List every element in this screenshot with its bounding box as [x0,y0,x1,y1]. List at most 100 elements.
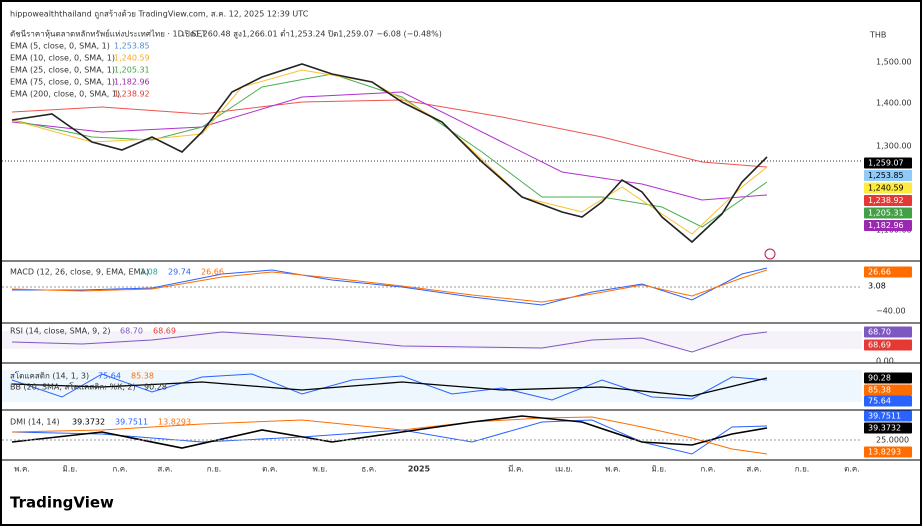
price-tag-label: 26.66 [868,268,891,277]
pane-title: DMI (14, 14) [10,418,60,427]
bb-basis [11,377,768,397]
price-axis-label: 1,400.00 [876,99,912,108]
time-label: ธ.ค. [361,465,376,474]
ema25 [11,73,768,228]
signal-line [11,269,768,303]
price-tag [864,410,912,422]
price-axis-label: 1,300.00 [876,142,912,151]
price-tag-label: 3.08 [868,282,886,291]
price-tag-label: 85.38 [868,386,891,395]
price-tag [864,339,912,351]
indicator-name: EMA (10, close, 0, SMA, 1) [10,54,115,63]
time-label: ก.ย. [207,465,222,474]
indicator-value: 1,238.92 [114,90,150,99]
indicator-name: EMA (5, close, 0, SMA, 1) [10,42,110,51]
time-label: มิ.ย. [651,465,666,474]
price-tag-label: 68.69 [868,341,891,350]
pane-value: 68.69 [153,327,176,336]
price-tag-label: 1,238.92 [868,196,904,205]
price-axis-label: 1,500.00 [876,58,912,67]
price-tag-label: 39.7511 [868,412,901,421]
price-tag [864,384,912,396]
time-label: ต.ค. [262,465,278,474]
axis-label: 25.0000 [876,436,909,445]
price-tag-label: 13.8293 [868,448,901,457]
pane-title: MACD (12, 26, close, 9, EMA, EMA) [10,268,149,277]
pane-value: 39.7511 [115,418,148,427]
bb-band [2,370,862,402]
price-tag [864,170,912,181]
time-label: ก.ค. [700,465,715,474]
price-tag [864,395,912,407]
pane-value: 75.64 [98,372,121,381]
time-label: พ.ค. [14,465,30,474]
pane-value: 13.8293 [158,418,191,427]
price-tag-label: 68.70 [868,328,891,337]
price-tag-label: 1,205.31 [868,209,904,218]
price-tag-label: 1,253.85 [868,171,904,180]
pane-value: 3.08 [140,268,158,277]
time-label: มิ.ย. [62,465,77,474]
time-label: 2025 [408,465,431,474]
price-tag [864,195,912,206]
time-label: ส.ค. [746,465,761,474]
price-tag [864,182,912,194]
price-tag [864,372,912,384]
axis-label: 0.00 [876,357,894,366]
logo: TradingView [10,494,114,512]
price-tag [864,266,912,278]
time-label: มี.ค. [508,465,524,474]
indicator-value: 1,205.31 [114,66,150,75]
price-tag-label: 39.3732 [868,424,901,433]
pane-value: 26.66 [201,268,224,277]
price-tag [864,207,912,219]
stoch-k [11,373,768,401]
ema200 [11,99,768,168]
pane-title: BB (20, SMA, สโตแคสติก: %K, 2) [10,382,136,392]
time-label: ส.ค. [157,465,172,474]
price-tag [864,157,912,169]
price-tag-label: 75.64 [868,397,891,406]
price-tag [864,422,912,434]
pane-value: 68.70 [120,327,143,336]
price-tag [864,220,912,231]
caption: hippowealththailand ถูกสร้างด้วย Trading… [10,10,309,20]
time-label: พ.ค. [605,465,621,474]
indicator-value: 1,240.59 [114,54,150,63]
price-tag-label: 1,182.96 [868,221,904,230]
pane-value: 29.74 [168,268,191,277]
di-plus [11,419,768,455]
axis-label: −40.00 [876,307,906,316]
event-icon[interactable] [764,248,776,260]
price-tag-label: 1,259.07 [868,159,904,168]
time-label: พ.ย. [312,465,327,474]
rsi-band [2,331,862,349]
macd-line [12,267,768,306]
symbol: ดัชนีราคาหุ้นตลาดหลักทรัพย์แห่งประเทศไทย… [10,29,207,39]
price-candles [11,63,768,244]
pane-value: 39.3732 [72,418,105,427]
indicator-value: 1,182.96 [114,78,150,87]
rsi-line [11,331,768,353]
price-tag [864,280,912,292]
ohlc: เปิด1,260.48 สูง1,266.01 ต่ำ1,253.24 ปิด… [182,28,442,40]
time-label: ก.ค. [112,465,127,474]
indicator-name: EMA (25, close, 0, SMA, 1) [10,66,115,75]
pane-title: สโตแคสติก (14, 1, 3) [10,371,89,381]
pane-value: 85.38 [131,372,154,381]
time-label: เม.ย. [555,465,573,474]
price-tag-label: 90.28 [868,374,891,383]
price-tag-label: 1,240.59 [868,184,904,193]
pane-value: 90.28 [144,383,167,392]
price-tag [864,326,912,338]
time-label: ต.ค. [844,465,860,474]
indicator-value: 1,253.85 [114,42,150,51]
indicator-name: EMA (75, close, 0, SMA, 1) [10,78,115,87]
ema75 [11,91,768,201]
adx [11,415,768,449]
pane-title: RSI (14, close, SMA, 9, 2) [10,327,111,336]
indicator-name: EMA (200, close, 0, SMA, 1) [10,90,120,99]
time-label: ก.ย. [795,465,810,474]
